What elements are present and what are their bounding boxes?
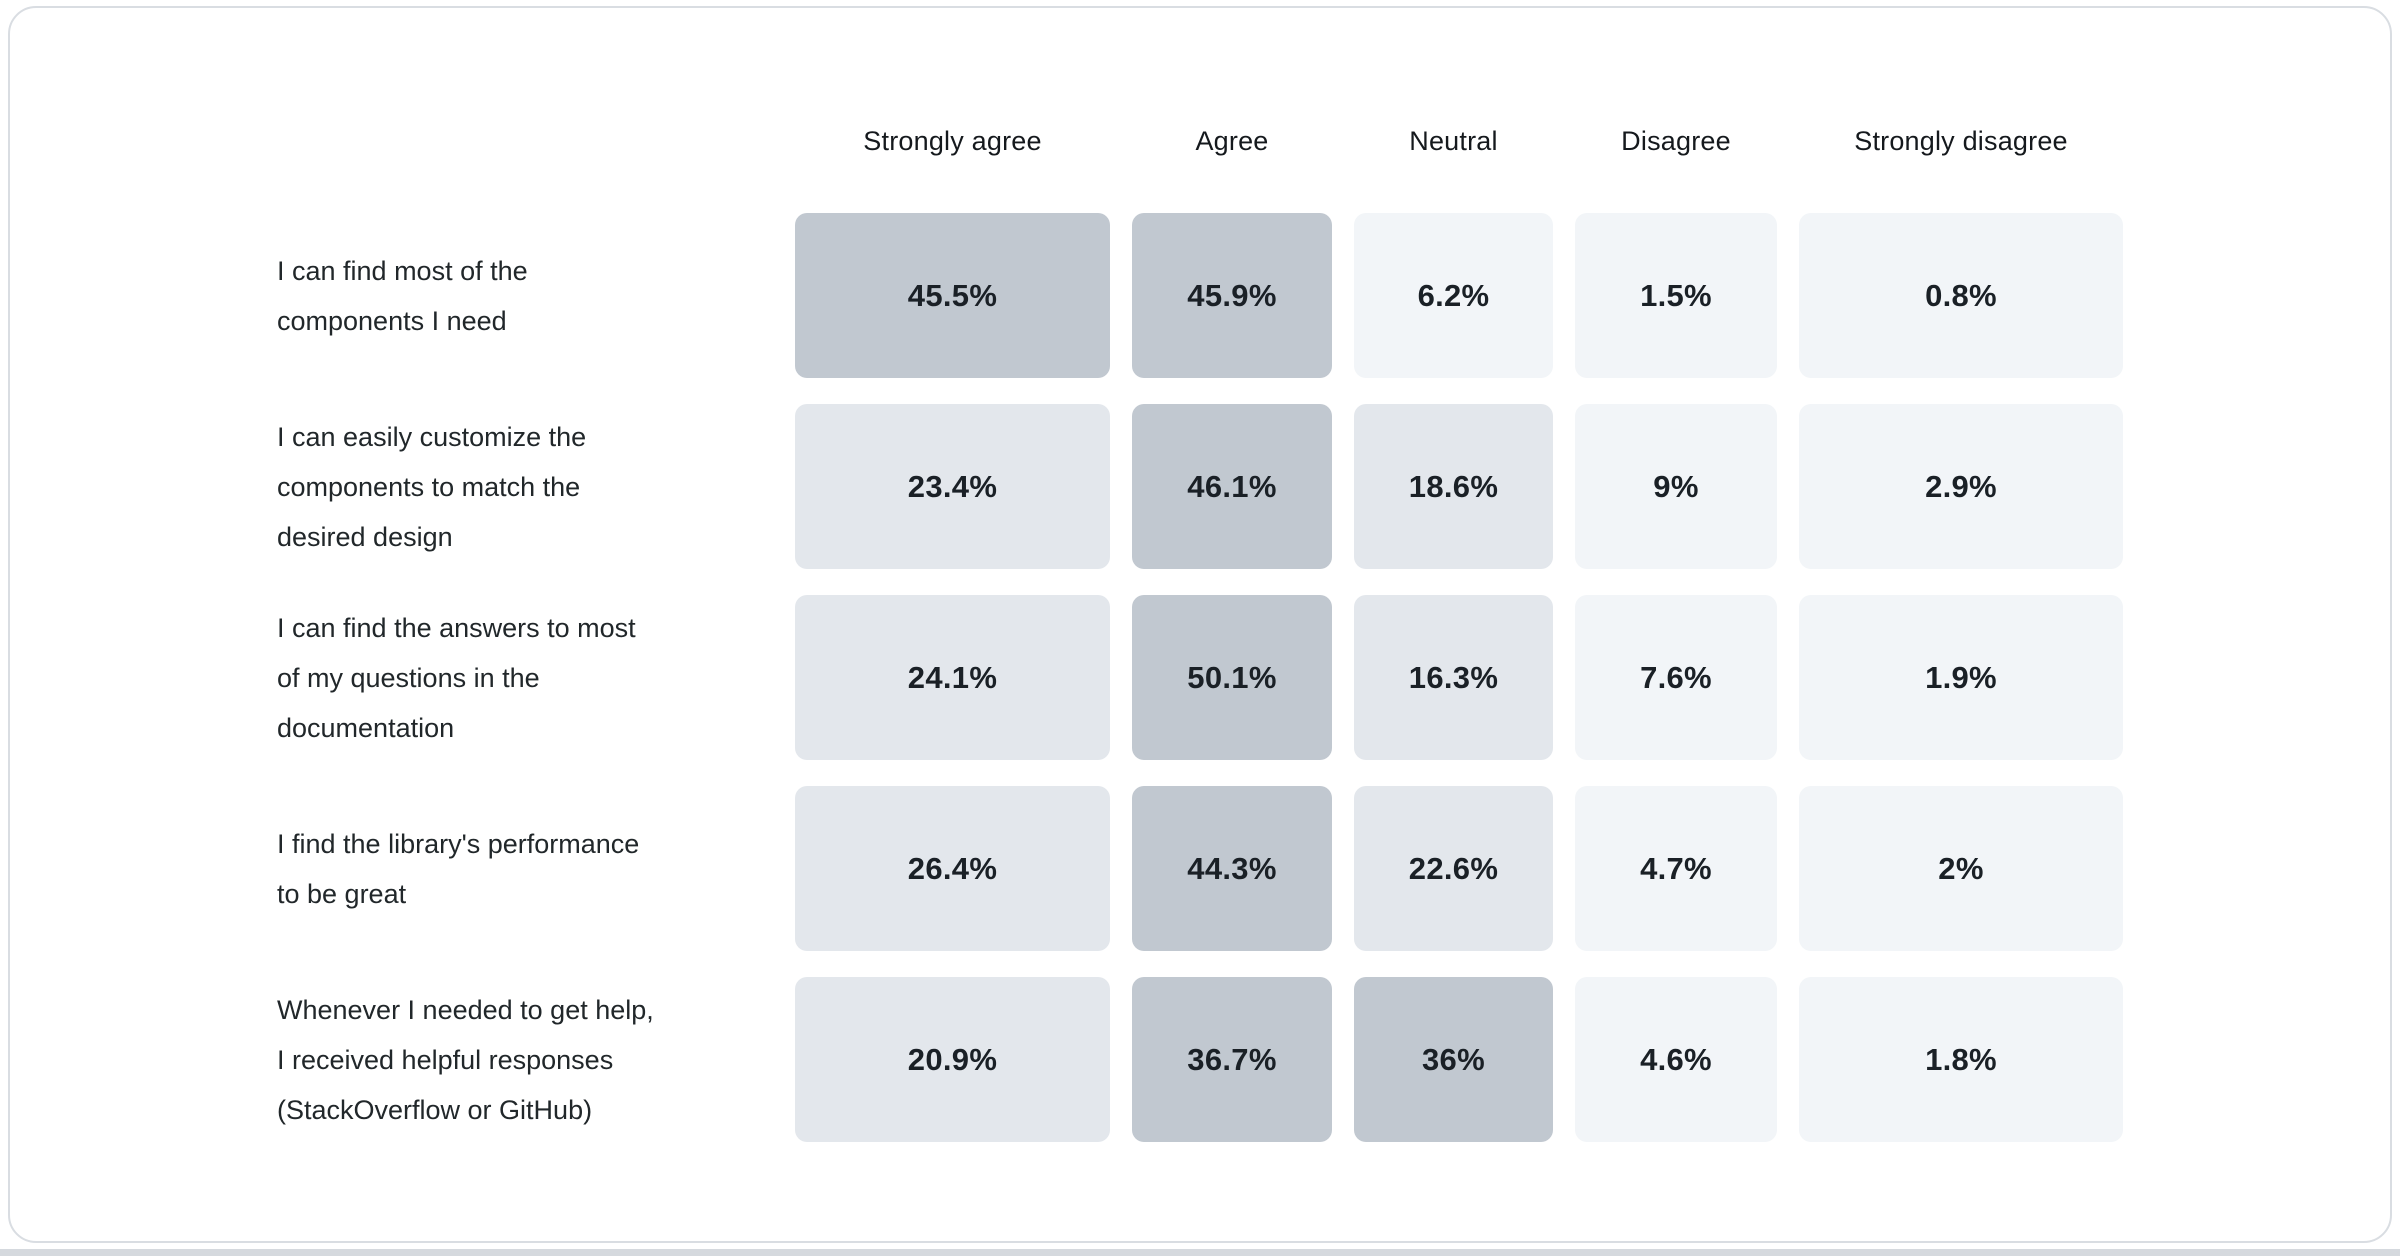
heatmap-cell: 36.7% xyxy=(1132,977,1332,1142)
column-header-strongly-agree: Strongly agree xyxy=(863,125,1042,156)
heatmap-grid: I can find most of the components I need… xyxy=(277,213,2123,1142)
column-header-neutral: Neutral xyxy=(1409,125,1498,156)
heatmap-cell: 1.9% xyxy=(1799,595,2123,760)
row-label: Whenever I needed to get help, I receive… xyxy=(277,994,654,1125)
row-label: I find the library's performance to be g… xyxy=(277,828,640,909)
heatmap-cell: 45.9% xyxy=(1132,213,1332,378)
heatmap-cell: 50.1% xyxy=(1132,595,1332,760)
heatmap-cell: 45.5% xyxy=(795,213,1110,378)
heatmap-cell: 44.3% xyxy=(1132,786,1332,951)
heatmap-cell: 16.3% xyxy=(1354,595,1553,760)
heatmap-cell: 2% xyxy=(1799,786,2123,951)
heatmap-cell: 4.7% xyxy=(1575,786,1777,951)
column-header-row: Strongly agree Agree Neutral Disagree Strong… xyxy=(277,121,2123,161)
heatmap-cell: 24.1% xyxy=(795,595,1110,760)
header-spacer xyxy=(277,121,773,161)
heatmap-cell: 22.6% xyxy=(1354,786,1553,951)
heatmap-cell: 1.8% xyxy=(1799,977,2123,1142)
heatmap-cell: 6.2% xyxy=(1354,213,1553,378)
survey-results-card: Strongly agree Agree Neutral Disagree Strong… xyxy=(8,6,2392,1243)
bottom-edge-strip xyxy=(0,1249,2400,1256)
column-header-strongly-disagree: Strongly disagree xyxy=(1854,125,2068,156)
row-label: I can find most of the components I need xyxy=(277,255,528,336)
heatmap-cell: 36% xyxy=(1354,977,1553,1142)
heatmap-cell: 18.6% xyxy=(1354,404,1553,569)
column-header-agree: Agree xyxy=(1195,125,1269,156)
heatmap-cell: 9% xyxy=(1575,404,1777,569)
heatmap-cell: 0.8% xyxy=(1799,213,2123,378)
heatmap-cell: 20.9% xyxy=(795,977,1110,1142)
heatmap-cell: 4.6% xyxy=(1575,977,1777,1142)
heatmap-cell: 26.4% xyxy=(795,786,1110,951)
heatmap-cell: 46.1% xyxy=(1132,404,1332,569)
heatmap-cell: 7.6% xyxy=(1575,595,1777,760)
column-header-disagree: Disagree xyxy=(1621,125,1731,156)
heatmap-cell: 2.9% xyxy=(1799,404,2123,569)
likert-heatmap-chart: Strongly agree Agree Neutral Disagree Strong… xyxy=(277,121,2123,1142)
row-label: I can find the answers to most of my que… xyxy=(277,612,636,743)
heatmap-cell: 23.4% xyxy=(795,404,1110,569)
heatmap-cell: 1.5% xyxy=(1575,213,1777,378)
row-label: I can easily customize the components to… xyxy=(277,421,587,552)
